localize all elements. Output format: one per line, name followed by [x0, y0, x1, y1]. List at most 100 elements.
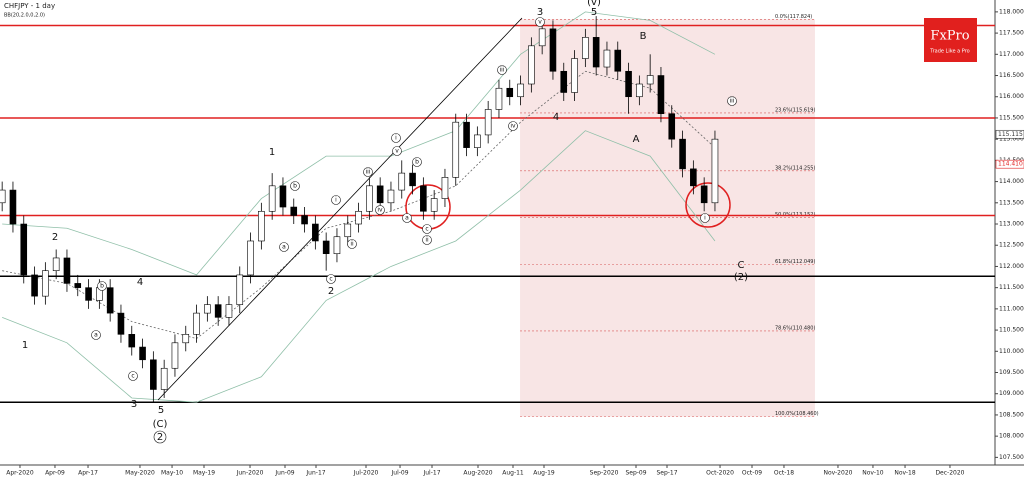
wave-label: b — [415, 159, 419, 166]
x-tick-label: Jul-17 — [422, 470, 440, 477]
candle-body — [106, 287, 114, 314]
annotation-circle — [700, 213, 710, 223]
wave-label: c — [329, 276, 332, 283]
fib-box — [520, 19, 815, 417]
candle-body — [679, 138, 686, 170]
x-tick-label: Nov-2020 — [823, 470, 852, 477]
x-tick-label: Nov-10 — [862, 470, 884, 477]
candle-body — [344, 223, 352, 238]
trendline — [157, 17, 523, 401]
y-tick-label: 113.000 — [999, 221, 1024, 228]
x-tick-label: Jun-17 — [305, 470, 325, 477]
y-tick-label: 115.500 — [999, 114, 1024, 121]
x-tick-label: May-10 — [161, 470, 183, 477]
x-tick-label: Oct-09 — [742, 470, 762, 477]
wave-label: a — [94, 332, 98, 339]
y-tick-label: 108.000 — [999, 433, 1024, 440]
wave-label: iv — [510, 123, 516, 130]
candle-body — [582, 37, 589, 59]
candle-body — [668, 113, 676, 140]
candle-body — [657, 75, 665, 115]
candle-body — [506, 87, 514, 98]
annotation-circle — [128, 371, 138, 381]
candle-body — [193, 312, 200, 335]
candle-body — [268, 185, 276, 212]
annotation-circle — [727, 96, 737, 106]
candle-body — [74, 283, 82, 288]
candle-body — [52, 257, 60, 271]
price-tag-label: 115.115 — [998, 131, 1023, 138]
candle-body — [279, 185, 287, 208]
candle-body — [117, 312, 125, 335]
wave-label: 3 — [131, 399, 137, 410]
wave-label: 1 — [269, 147, 275, 158]
candle-body — [204, 304, 211, 314]
wave-label: C — [738, 260, 745, 271]
candle-body — [398, 172, 406, 191]
fib-label: 38.2%(114.255) — [775, 165, 816, 171]
y-tick-label: 109.000 — [999, 390, 1024, 397]
annotation-circle — [535, 17, 545, 27]
price-tag — [995, 159, 1024, 169]
candle-body — [430, 198, 438, 212]
candle-body — [636, 83, 643, 98]
candle-body — [85, 287, 92, 301]
candle-body — [452, 121, 460, 178]
wave-label: (v) — [587, 0, 601, 8]
y-tick-label: 111.500 — [999, 284, 1024, 291]
logo-name: FxPro — [930, 29, 969, 44]
wave-label: i — [704, 215, 706, 222]
candle-body — [150, 359, 157, 390]
x-tick-label: Sep-09 — [625, 470, 646, 477]
candle-body — [258, 210, 265, 242]
candle-body — [160, 367, 168, 390]
wave-label: a — [405, 215, 409, 222]
annotation-circle — [153, 430, 167, 444]
candle-body — [409, 172, 416, 187]
candle-body — [9, 189, 17, 225]
wave-label: i — [395, 135, 397, 142]
wave-label: b — [293, 183, 297, 190]
wave-label: ii — [350, 241, 354, 248]
wave-label: b — [100, 283, 104, 290]
x-tick-label: Oct-18 — [774, 470, 794, 477]
candle-body — [603, 49, 611, 68]
y-tick-label: 114.000 — [999, 178, 1024, 185]
candle-body — [474, 134, 481, 148]
annotation-circle — [412, 157, 422, 167]
wave-label: iii — [365, 169, 370, 176]
candle-body — [700, 185, 708, 204]
candle-body — [366, 185, 373, 212]
candle-body — [463, 121, 470, 148]
x-tick-label: Apr-09 — [45, 470, 65, 477]
x-tick-label: Dec-2020 — [935, 470, 964, 477]
candle-body — [387, 189, 395, 204]
candle-body — [517, 83, 524, 98]
candle-body — [225, 304, 233, 318]
wave-label: v — [395, 148, 399, 155]
wave-label: 5 — [158, 405, 164, 416]
x-tick-label: May-19 — [193, 470, 215, 477]
x-tick-label: Apr-2020 — [6, 470, 34, 477]
y-tick-label: 117.000 — [999, 51, 1024, 58]
candle-body — [538, 28, 546, 47]
y-tick-label: 111.000 — [999, 305, 1024, 312]
annotation-circle — [290, 181, 300, 191]
y-tick-label: 118.000 — [999, 8, 1024, 15]
candle-body — [711, 138, 719, 204]
wave-label: 4 — [553, 112, 559, 123]
wave-label: a — [282, 244, 286, 251]
annotation-circle — [391, 133, 401, 143]
candle-body — [139, 346, 146, 361]
x-tick-label: Aug-2020 — [463, 470, 492, 477]
candle-body — [20, 223, 28, 276]
candle-body — [592, 37, 600, 68]
wave-label: 4 — [137, 277, 143, 288]
candle-body — [301, 215, 308, 225]
candle-body — [63, 257, 71, 284]
annotation-circle — [422, 235, 432, 245]
highlight-circle — [685, 182, 731, 228]
x-tick-label: Sep-2020 — [590, 470, 619, 477]
chart-subtitle: BB(20,2.0,0,2.0) — [4, 13, 45, 19]
